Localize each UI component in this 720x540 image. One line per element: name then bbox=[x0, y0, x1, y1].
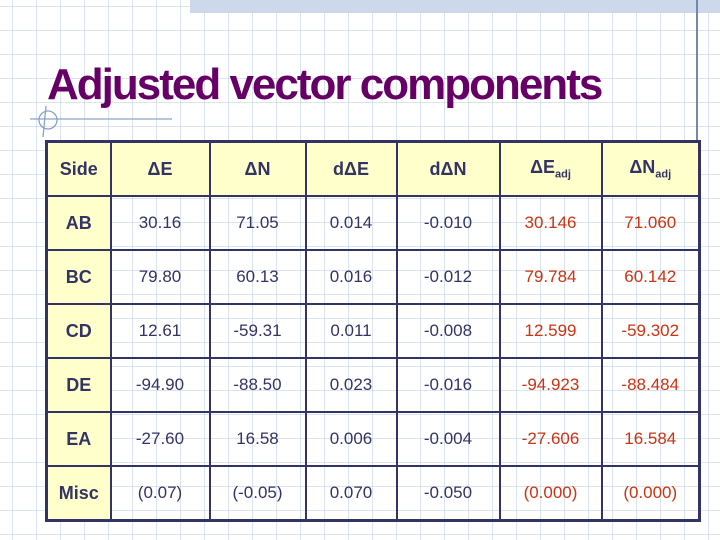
cell-ddN: -0.010 bbox=[395, 195, 501, 251]
cell-ddE: 0.014 bbox=[304, 195, 398, 251]
slide-title: Adjusted vector components bbox=[47, 60, 603, 109]
cell-dEadj: (0.000) bbox=[498, 465, 603, 522]
compass-underline-icon bbox=[30, 105, 172, 138]
cell-dE: -94.90 bbox=[109, 357, 211, 413]
table-row-cd: CD 12.61 -59.31 0.011 -0.008 12.599 -59.… bbox=[45, 303, 701, 359]
column-header-dE: ΔE bbox=[109, 140, 211, 197]
components-table: Side ΔE ΔN dΔE dΔN ΔEadj ΔNadj AB 30.16 … bbox=[45, 140, 701, 522]
table-row-misc: Misc (0.07) (-0.05) 0.070 -0.050 (0.000)… bbox=[45, 465, 701, 522]
cell-ddN: -0.050 bbox=[395, 465, 501, 522]
cell-dN: 71.05 bbox=[208, 195, 307, 251]
cell-dE: 12.61 bbox=[109, 303, 211, 359]
cell-dNadj: (0.000) bbox=[600, 465, 701, 522]
cell-dNadj: 60.142 bbox=[600, 249, 701, 305]
column-header-dN: ΔN bbox=[208, 140, 307, 197]
cell-ddE: 0.011 bbox=[304, 303, 398, 359]
table-row-ea: EA -27.60 16.58 0.006 -0.004 -27.606 16.… bbox=[45, 411, 701, 467]
cell-dE: (0.07) bbox=[109, 465, 211, 522]
cell-dN: 60.13 bbox=[208, 249, 307, 305]
column-header-dEadj: ΔEadj bbox=[498, 140, 603, 197]
cell-dEadj: -27.606 bbox=[498, 411, 603, 467]
side-label: EA bbox=[45, 411, 112, 467]
cell-dEadj: 30.146 bbox=[498, 195, 603, 251]
top-accent-bar bbox=[190, 0, 720, 13]
column-header-side: Side bbox=[45, 140, 112, 197]
column-header-dNadj: ΔNadj bbox=[600, 140, 701, 197]
cell-ddN: -0.008 bbox=[395, 303, 501, 359]
cell-ddE: 0.023 bbox=[304, 357, 398, 413]
cell-dNadj: -88.484 bbox=[600, 357, 701, 413]
cell-dE: 79.80 bbox=[109, 249, 211, 305]
table-row-bc: BC 79.80 60.13 0.016 -0.012 79.784 60.14… bbox=[45, 249, 701, 305]
right-accent-line bbox=[696, 0, 698, 141]
cell-dN: -59.31 bbox=[208, 303, 307, 359]
cell-dE: 30.16 bbox=[109, 195, 211, 251]
side-label: DE bbox=[45, 357, 112, 413]
side-label: BC bbox=[45, 249, 112, 305]
cell-dNadj: 71.060 bbox=[600, 195, 701, 251]
cell-dN: -88.50 bbox=[208, 357, 307, 413]
column-header-ddE: dΔE bbox=[304, 140, 398, 197]
table-row-de: DE -94.90 -88.50 0.023 -0.016 -94.923 -8… bbox=[45, 357, 701, 413]
cell-dE: -27.60 bbox=[109, 411, 211, 467]
cell-dN: (-0.05) bbox=[208, 465, 307, 522]
cell-dEadj: 12.599 bbox=[498, 303, 603, 359]
cell-dNadj: -59.302 bbox=[600, 303, 701, 359]
column-header-ddN: dΔN bbox=[395, 140, 501, 197]
header-row: Side ΔE ΔN dΔE dΔN ΔEadj ΔNadj bbox=[45, 140, 701, 197]
side-label: CD bbox=[45, 303, 112, 359]
cell-ddN: -0.012 bbox=[395, 249, 501, 305]
cell-ddE: 0.016 bbox=[304, 249, 398, 305]
cell-dEadj: 79.784 bbox=[498, 249, 603, 305]
cell-dNadj: 16.584 bbox=[600, 411, 701, 467]
cell-ddE: 0.006 bbox=[304, 411, 398, 467]
cell-ddN: -0.016 bbox=[395, 357, 501, 413]
side-label: Misc bbox=[45, 465, 112, 522]
side-label: AB bbox=[45, 195, 112, 251]
cell-dN: 16.58 bbox=[208, 411, 307, 467]
cell-ddN: -0.004 bbox=[395, 411, 501, 467]
cell-dEadj: -94.923 bbox=[498, 357, 603, 413]
cell-ddE: 0.070 bbox=[304, 465, 398, 522]
table-row-ab: AB 30.16 71.05 0.014 -0.010 30.146 71.06… bbox=[45, 195, 701, 251]
